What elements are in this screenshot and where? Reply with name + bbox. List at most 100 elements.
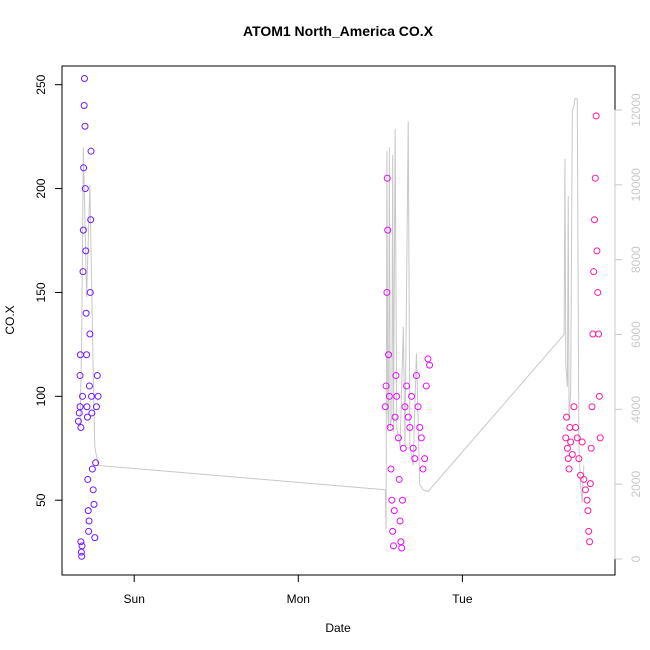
point <box>79 268 87 276</box>
point <box>562 434 570 442</box>
x-tick-label: Sun <box>124 592 145 606</box>
point <box>399 444 407 452</box>
y-tick-label: 250 <box>34 74 48 94</box>
point <box>81 122 89 130</box>
y-tick-label: 150 <box>34 282 48 302</box>
point <box>87 216 95 224</box>
point <box>595 330 603 338</box>
point <box>594 288 602 296</box>
point <box>383 174 391 182</box>
point <box>83 403 91 411</box>
point <box>88 392 96 400</box>
point <box>421 455 429 463</box>
point <box>385 392 393 400</box>
point <box>585 527 593 535</box>
point <box>394 434 402 442</box>
point <box>392 372 400 380</box>
x-tick-label: Mon <box>287 592 310 606</box>
line <box>79 98 585 530</box>
point <box>422 382 430 390</box>
point <box>387 465 395 473</box>
point <box>408 392 416 400</box>
point <box>81 185 89 193</box>
point <box>77 423 85 431</box>
point <box>80 164 88 172</box>
point <box>398 544 406 552</box>
point <box>86 288 94 296</box>
point <box>404 413 412 421</box>
point <box>396 517 404 525</box>
y-tick-label: 50 <box>34 493 48 507</box>
point <box>406 423 414 431</box>
point <box>416 423 424 431</box>
point <box>595 392 603 400</box>
plot-box <box>61 65 616 576</box>
point <box>584 507 592 515</box>
point <box>591 174 599 182</box>
y2-tick-label: 10000 <box>629 168 643 202</box>
point <box>94 392 102 400</box>
point <box>75 409 83 417</box>
point <box>573 434 581 442</box>
y-axis-label: CO.X <box>3 305 17 334</box>
point <box>80 101 88 109</box>
point <box>417 434 425 442</box>
point <box>568 451 576 459</box>
point <box>424 355 432 363</box>
point <box>393 392 401 400</box>
point <box>77 538 85 546</box>
point <box>389 527 397 535</box>
point <box>385 351 393 359</box>
point <box>78 542 86 550</box>
point <box>85 382 93 390</box>
point <box>91 534 99 542</box>
point <box>90 500 98 508</box>
point <box>386 423 394 431</box>
point <box>84 507 92 515</box>
point <box>575 455 583 463</box>
point <box>589 330 597 338</box>
point <box>563 444 571 452</box>
point <box>93 372 101 380</box>
point <box>79 392 87 400</box>
point <box>83 413 91 421</box>
point <box>82 247 90 255</box>
point <box>384 226 392 234</box>
y2-tick-label: 2000 <box>629 470 643 497</box>
point <box>389 542 397 550</box>
point <box>588 403 596 411</box>
point <box>401 403 409 411</box>
point <box>80 74 88 82</box>
point <box>409 444 417 452</box>
point <box>92 403 100 411</box>
point <box>395 475 403 483</box>
point <box>382 382 390 390</box>
point <box>565 465 573 473</box>
point <box>76 372 84 380</box>
point <box>578 438 586 446</box>
point <box>92 459 100 467</box>
x-axis-label: Date <box>325 621 351 635</box>
point <box>411 455 419 463</box>
point <box>87 147 95 155</box>
point <box>590 216 598 224</box>
point <box>86 330 94 338</box>
point <box>570 403 578 411</box>
point <box>566 423 574 431</box>
point <box>414 403 422 411</box>
chart-title: ATOM1 North_America CO.X <box>243 23 434 39</box>
point <box>586 480 594 488</box>
point <box>583 496 591 504</box>
point <box>76 403 84 411</box>
point <box>398 496 406 504</box>
point <box>419 465 427 473</box>
point <box>590 268 598 276</box>
point <box>596 434 604 442</box>
point <box>572 423 580 431</box>
point <box>84 475 92 483</box>
point <box>78 552 86 560</box>
point <box>381 403 389 411</box>
y2-tick-label: 0 <box>629 555 643 562</box>
point <box>592 112 600 120</box>
point <box>85 517 93 525</box>
